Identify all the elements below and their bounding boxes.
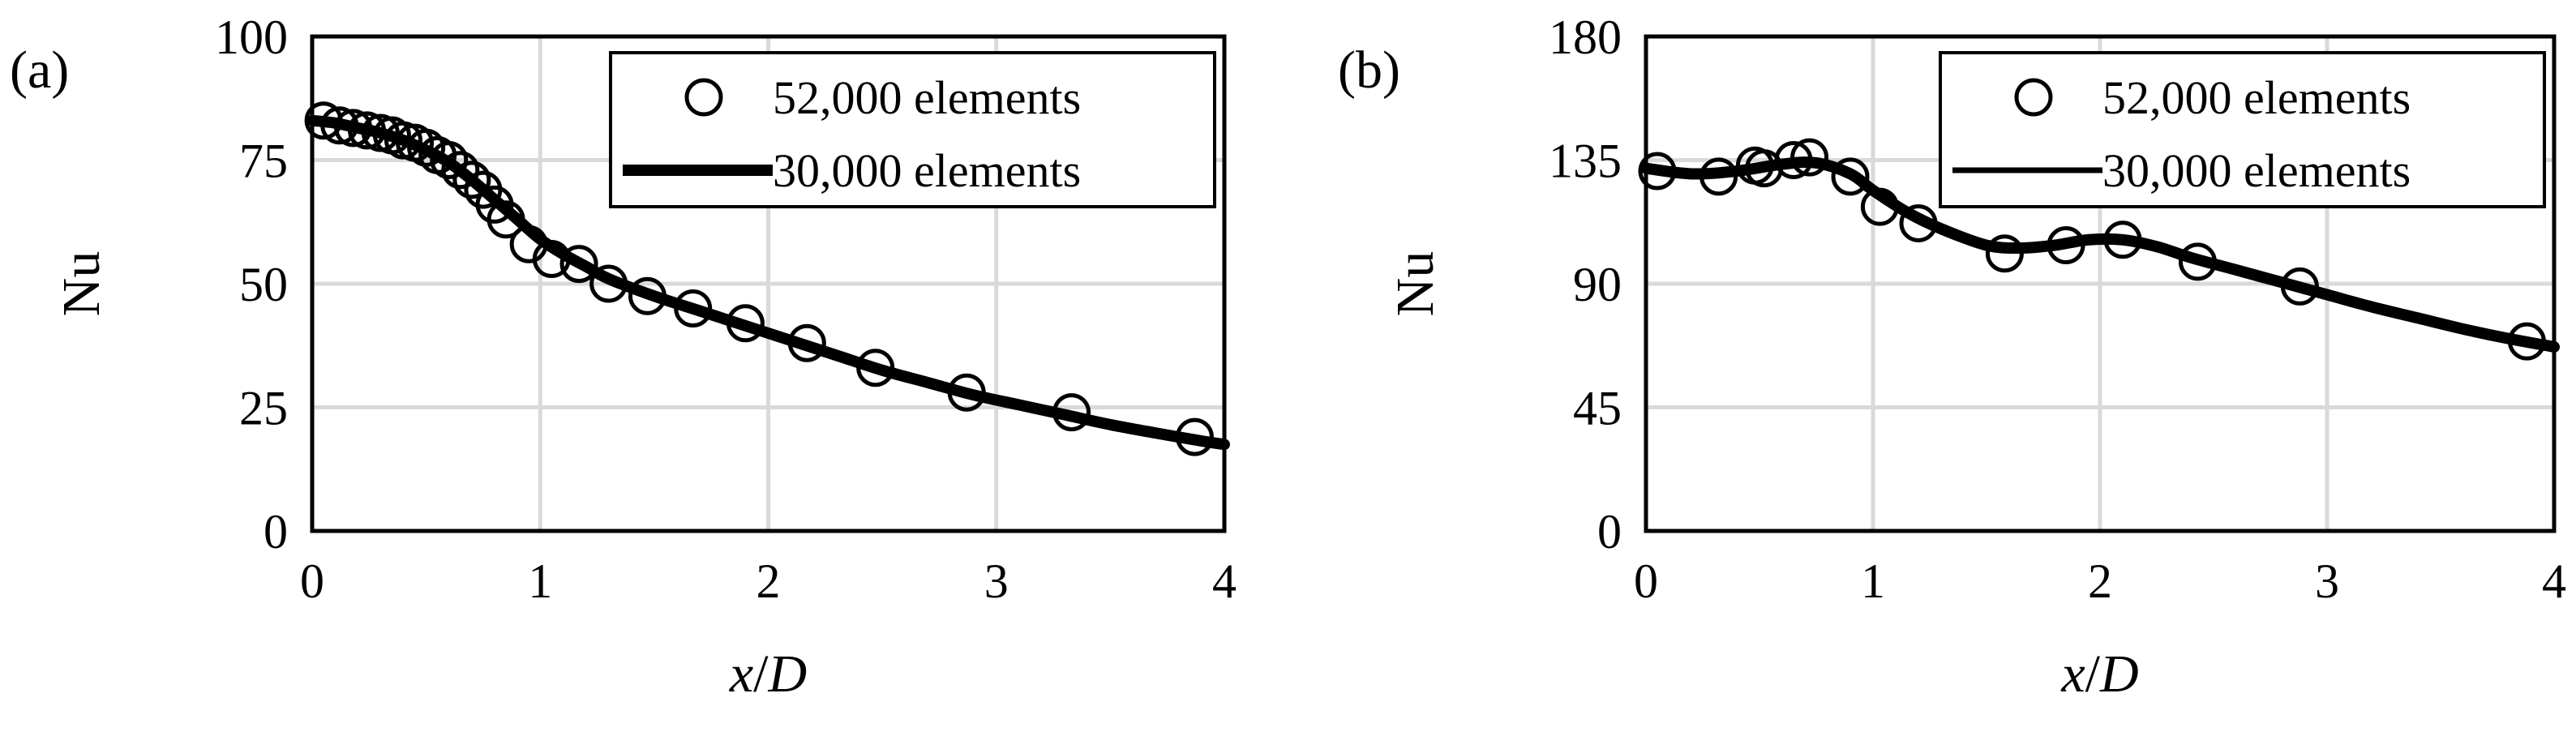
- y-tick-label: 180: [1549, 11, 1622, 64]
- data-point-52000-elements: [486, 200, 525, 239]
- data-point-52000-elements: [441, 151, 480, 190]
- x-axis-label-part: x: [2060, 644, 2085, 704]
- data-point-52000-elements: [1860, 187, 1899, 226]
- y-axis-label: Nu: [52, 251, 111, 317]
- data-point-52000-elements: [2507, 322, 2546, 361]
- data-point-52000-elements: [1985, 234, 2024, 273]
- data-point-52000-elements: [2103, 220, 2142, 259]
- y-tick-label: 50: [239, 258, 288, 311]
- data-point-52000-elements: [452, 160, 491, 199]
- data-point-52000-elements: [348, 111, 386, 150]
- series-line-30000-elements: [1640, 156, 2560, 353]
- data-point-52000-elements: [1699, 157, 1738, 196]
- y-tick-label: 90: [1573, 258, 1622, 311]
- data-point-52000-elements: [726, 304, 765, 343]
- data-point-52000-elements: [1638, 152, 1677, 190]
- x-tick-label: 2: [757, 554, 781, 608]
- series-line-30000-elements: [306, 114, 1230, 451]
- data-point-52000-elements: [947, 373, 986, 412]
- data-point-52000-elements: [1831, 157, 1870, 196]
- legend-box: [609, 51, 1216, 208]
- data-point-52000-elements: [407, 128, 446, 167]
- x-axis-label-part: D: [2099, 644, 2139, 704]
- y-tick-label: 100: [215, 11, 288, 64]
- data-point-52000-elements: [334, 109, 373, 148]
- y-tick-label: 135: [1549, 135, 1622, 188]
- x-tick-label: 0: [300, 554, 324, 608]
- x-axis-label-part: /: [753, 644, 769, 704]
- panel-label: (a): [10, 41, 69, 100]
- data-point-52000-elements: [1052, 393, 1091, 432]
- x-tick-label: 4: [1212, 554, 1237, 608]
- legend-label: 52,000 elements: [2102, 71, 2411, 124]
- data-point-52000-elements: [304, 101, 343, 140]
- data-point-52000-elements: [1745, 149, 1784, 188]
- x-tick-label: 0: [1634, 554, 1658, 608]
- data-point-52000-elements: [2280, 267, 2319, 306]
- legend-marker-icon: [2014, 78, 2053, 117]
- plot-frame: [1644, 34, 2557, 533]
- x-axis-label-part: /: [2085, 644, 2101, 704]
- panel-label: (b): [1338, 41, 1400, 100]
- legend-label: 30,000 elements: [773, 144, 1081, 197]
- legend-label: 52,000 elements: [773, 71, 1081, 124]
- data-point-52000-elements: [2178, 242, 2217, 281]
- x-axis-label-part: D: [767, 644, 807, 704]
- plot-frame: [310, 34, 1227, 533]
- y-tick-label: 75: [239, 135, 288, 188]
- data-point-52000-elements: [320, 106, 359, 145]
- chart-panel-b: 0 1 2 3 4 0 45 90 135 180 x/D Nu (b) 52,000 elements 3…: [1338, 11, 2566, 704]
- x-tick-label: 2: [2088, 554, 2112, 608]
- data-point-52000-elements: [787, 323, 826, 362]
- y-tick-label: 0: [1597, 505, 1622, 559]
- data-point-52000-elements: [532, 240, 571, 278]
- x-tick-label: 1: [528, 554, 552, 608]
- data-point-52000-elements: [589, 264, 628, 303]
- x-tick-label: 3: [984, 554, 1009, 608]
- data-point-52000-elements: [430, 141, 469, 179]
- y-tick-label: 45: [1573, 382, 1622, 435]
- y-axis-label: Nu: [1386, 251, 1445, 317]
- data-point-52000-elements: [1774, 141, 1813, 179]
- data-point-52000-elements: [1790, 138, 1829, 177]
- x-tick-label: 4: [2542, 554, 2566, 608]
- data-point-52000-elements: [559, 245, 598, 284]
- data-point-52000-elements: [2047, 226, 2085, 265]
- x-axis-label: x/D: [729, 644, 807, 704]
- data-point-52000-elements: [628, 276, 667, 315]
- data-point-52000-elements: [1899, 203, 1938, 242]
- x-tick-label: 1: [1861, 554, 1885, 608]
- legend-label: 30,000 elements: [2102, 144, 2411, 197]
- x-axis-label-part: x: [729, 644, 753, 704]
- y-tick-label: 0: [264, 505, 288, 559]
- x-axis-label: x/D: [2060, 644, 2138, 704]
- legend-marker-icon: [684, 78, 723, 117]
- x-tick-label: 3: [2315, 554, 2339, 608]
- data-point-52000-elements: [856, 349, 895, 387]
- legend-box: [1939, 51, 2546, 208]
- data-point-52000-elements: [674, 289, 713, 327]
- data-point-52000-elements: [1175, 417, 1214, 456]
- y-tick-label: 25: [239, 382, 288, 435]
- chart-panel-a: 0 1 2 3 4 0 25 50 75 100 x/D Nu (a) 52,000 elements 30…: [10, 11, 1237, 704]
